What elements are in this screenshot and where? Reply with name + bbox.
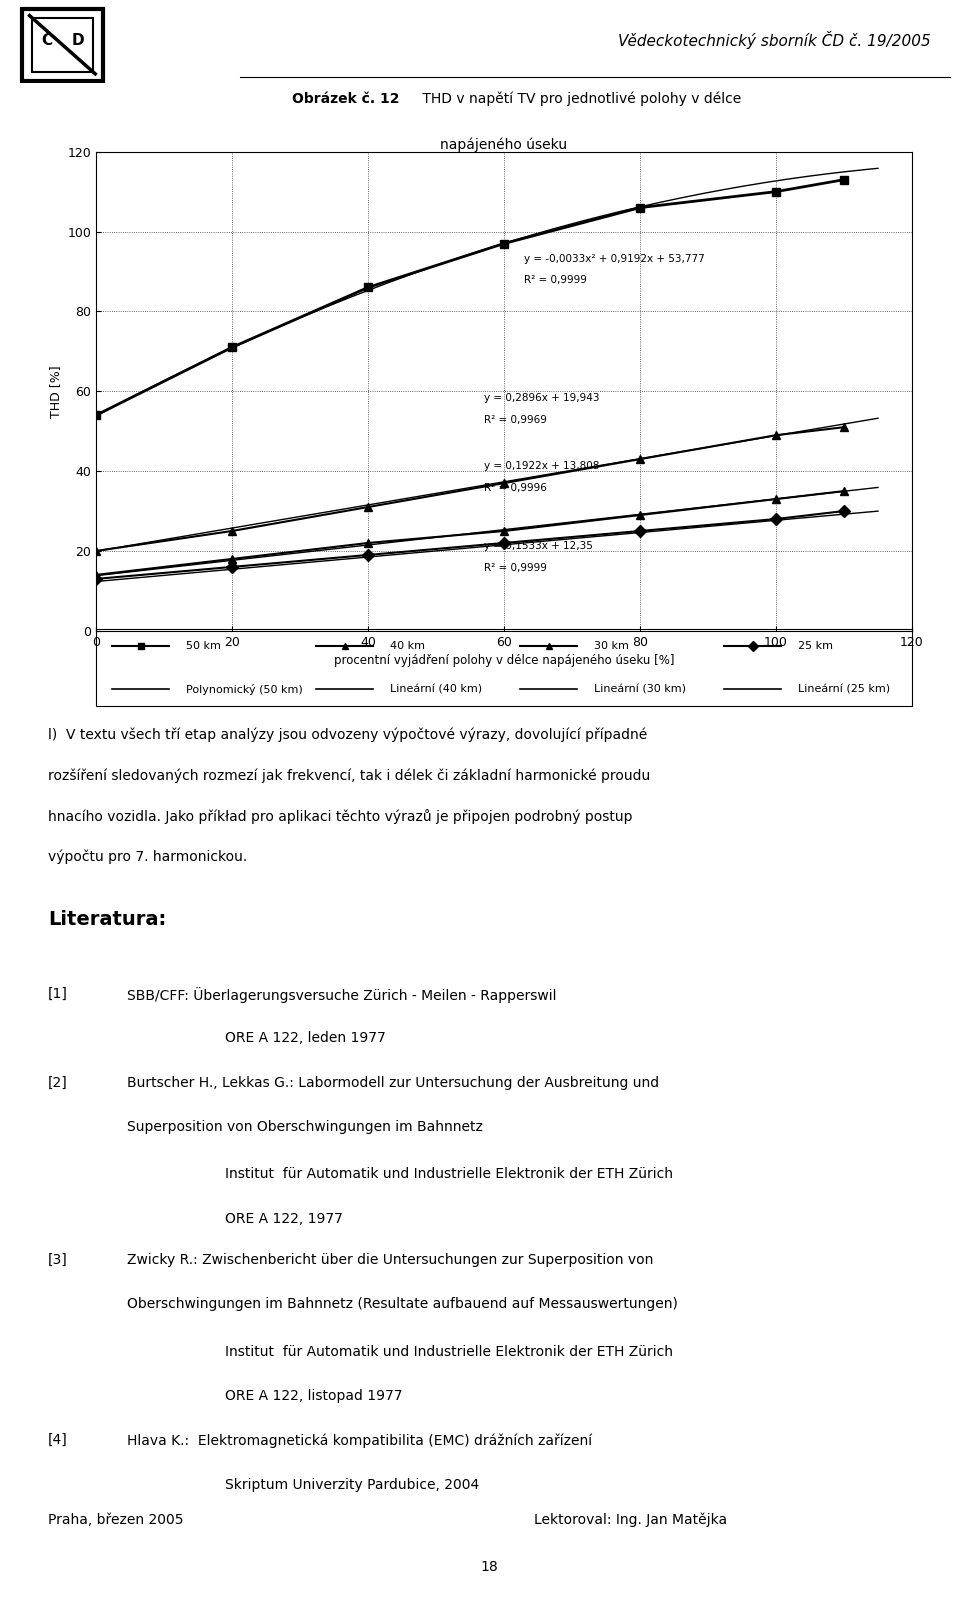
Text: Superposition von Oberschwingungen im Bahnnetz: Superposition von Oberschwingungen im Ba… (128, 1119, 484, 1134)
Text: y = 0,2896x + 19,943: y = 0,2896x + 19,943 (484, 393, 599, 404)
Text: l)  V textu všech tří etap analýzy jsou odvozeny výpočtové výrazy, dovolující př: l) V textu všech tří etap analýzy jsou o… (48, 728, 647, 743)
Text: ORE A 122, leden 1977: ORE A 122, leden 1977 (225, 1032, 385, 1046)
Text: Lektoroval: Ing. Jan Matějka: Lektoroval: Ing. Jan Matějka (534, 1512, 727, 1527)
Text: Institut  für Automatik und Industrielle Elektronik der ETH Zürich: Institut für Automatik und Industrielle … (225, 1345, 673, 1359)
Text: Lineární (25 km): Lineární (25 km) (798, 684, 890, 695)
Text: ORE A 122, listopad 1977: ORE A 122, listopad 1977 (225, 1389, 402, 1402)
Text: Skriptum Univerzity Pardubice, 2004: Skriptum Univerzity Pardubice, 2004 (225, 1477, 479, 1492)
Text: Burtscher H., Lekkas G.: Labormodell zur Untersuchung der Ausbreitung und: Burtscher H., Lekkas G.: Labormodell zur… (128, 1076, 660, 1089)
Text: [2]: [2] (48, 1076, 68, 1089)
Text: Polynomický (50 km): Polynomický (50 km) (185, 684, 302, 695)
Text: 50 km: 50 km (185, 640, 221, 652)
Text: R² = 0,9996: R² = 0,9996 (484, 482, 546, 493)
Text: y = 0,1533x + 12,35: y = 0,1533x + 12,35 (484, 541, 592, 551)
Text: C: C (41, 34, 53, 48)
Text: R² = 0,9999: R² = 0,9999 (524, 275, 588, 286)
Text: napájeného úseku: napájeného úseku (441, 137, 567, 152)
Text: hnacího vozidla. Jako příkład pro aplikaci těchto výrazů je připojen podrobný po: hnacího vozidla. Jako příkład pro aplika… (48, 808, 633, 824)
Text: Institut  für Automatik und Industrielle Elektronik der ETH Zürich: Institut für Automatik und Industrielle … (225, 1167, 673, 1182)
Text: Vědeckotechnický sborník ČD č. 19/2005: Vědeckotechnický sborník ČD č. 19/2005 (618, 30, 931, 48)
Text: rozšíření sledovaných rozmezí jak frekvencí, tak i délek či základní harmonické : rozšíření sledovaných rozmezí jak frekve… (48, 768, 650, 783)
Text: Hlava K.:  Elektromagnetická kompatibilita (EMC) drážních zařízení: Hlava K.: Elektromagnetická kompatibilit… (128, 1433, 592, 1448)
Text: THD v napětí TV pro jednotlivé polohy v délce: THD v napětí TV pro jednotlivé polohy v … (419, 91, 741, 107)
Text: ORE A 122, 1977: ORE A 122, 1977 (225, 1212, 343, 1225)
Text: [3]: [3] (48, 1254, 68, 1266)
Text: 18: 18 (481, 1560, 498, 1575)
Text: Literatura:: Literatura: (48, 910, 166, 929)
Text: Praha, březen 2005: Praha, březen 2005 (48, 1512, 183, 1527)
Text: Obrázek č. 12: Obrázek č. 12 (292, 91, 399, 105)
Text: R² = 0,9969: R² = 0,9969 (484, 415, 546, 425)
Text: 40 km: 40 km (390, 640, 424, 652)
Text: [4]: [4] (48, 1433, 68, 1447)
Text: výpočtu pro 7. harmonickou.: výpočtu pro 7. harmonickou. (48, 850, 248, 864)
Text: y = 0,1922x + 13,808: y = 0,1922x + 13,808 (484, 462, 599, 471)
Text: D: D (72, 34, 84, 48)
Text: Lineární (40 km): Lineární (40 km) (390, 684, 482, 695)
Text: [1]: [1] (48, 987, 68, 1001)
Y-axis label: THD [%]: THD [%] (49, 366, 61, 417)
Text: y = -0,0033x² + 0,9192x + 53,777: y = -0,0033x² + 0,9192x + 53,777 (524, 254, 706, 264)
Text: Zwicky R.: Zwischenbericht über die Untersuchungen zur Superposition von: Zwicky R.: Zwischenbericht über die Unte… (128, 1254, 654, 1266)
Text: Lineární (30 km): Lineární (30 km) (593, 684, 685, 695)
Text: 25 km: 25 km (798, 640, 832, 652)
X-axis label: procentní vyjádření polohy v délce napájeného úseku [%]: procentní vyjádření polohy v délce napáj… (334, 655, 674, 668)
Text: R² = 0,9999: R² = 0,9999 (484, 562, 546, 573)
Text: SBB/CFF: Überlagerungsversuche Zürich - Meilen - Rapperswil: SBB/CFF: Überlagerungsversuche Zürich - … (128, 987, 557, 1003)
Text: 30 km: 30 km (593, 640, 629, 652)
Text: Oberschwingungen im Bahnnetz (Resultate aufbauend auf Messauswertungen): Oberschwingungen im Bahnnetz (Resultate … (128, 1297, 679, 1311)
